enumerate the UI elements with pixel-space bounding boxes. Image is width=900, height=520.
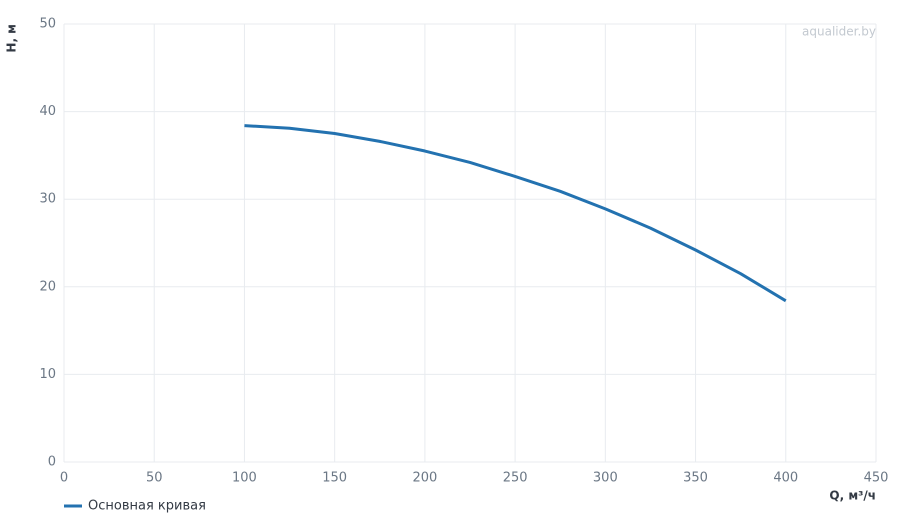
y-tick-label: 0 [48,455,56,470]
y-tick-label: 50 [39,17,56,32]
y-tick-label: 30 [39,192,56,207]
y-tick-label: 10 [39,367,56,382]
x-tick-label: 350 [683,471,708,486]
x-tick-label: 0 [60,471,68,486]
watermark: aqualider.by [802,25,876,39]
y-axis-title: H, м [5,24,19,53]
x-tick-label: 400 [773,471,798,486]
x-tick-label: 250 [503,471,528,486]
x-tick-label: 200 [412,471,437,486]
x-tick-label: 100 [232,471,257,486]
x-tick-label: 450 [864,471,889,486]
y-tick-label: 20 [39,279,56,294]
x-tick-label: 150 [322,471,347,486]
x-axis-title: Q, м³/ч [829,489,876,503]
x-tick-label: 50 [146,471,163,486]
x-tick-label: 300 [593,471,618,486]
y-tick-label: 40 [39,104,56,119]
line-series [244,124,787,303]
legend-label: Основная кривая [88,499,206,514]
